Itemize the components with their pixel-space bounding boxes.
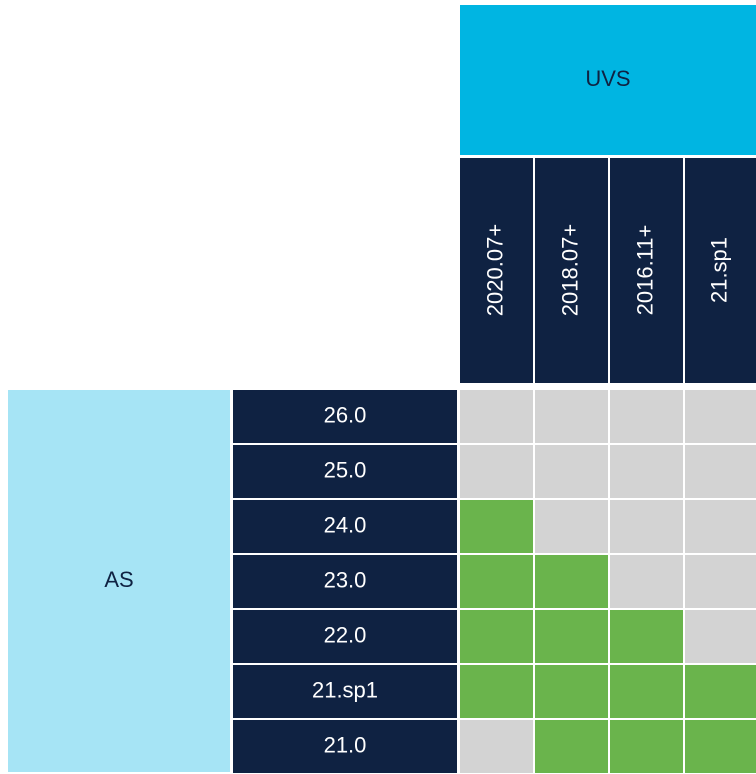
cell xyxy=(535,720,608,773)
cell xyxy=(685,390,756,443)
cell xyxy=(610,610,683,663)
cell xyxy=(460,500,533,553)
row-header-label: 21.0 xyxy=(324,732,367,757)
cell xyxy=(610,445,683,498)
cell xyxy=(685,500,756,553)
column-group xyxy=(460,5,756,155)
cell xyxy=(535,500,608,553)
row-header-label: 23.0 xyxy=(324,567,367,592)
row-header xyxy=(233,720,457,773)
cell xyxy=(460,665,533,718)
row-group xyxy=(8,390,230,772)
cell xyxy=(685,555,756,608)
row-header-label: 22.0 xyxy=(324,622,367,647)
row-header xyxy=(233,665,457,718)
column-header-label: 2016.11+ xyxy=(632,225,657,316)
column-group-label: UVS xyxy=(585,66,630,91)
cell xyxy=(685,720,756,773)
row-header xyxy=(233,555,457,608)
column-header xyxy=(460,158,533,383)
column-header-label: 21.sp1 xyxy=(706,237,731,303)
cell xyxy=(535,390,608,443)
column-header xyxy=(610,158,683,383)
cell xyxy=(610,720,683,773)
cell xyxy=(535,665,608,718)
row-header-label: 25.0 xyxy=(324,457,367,482)
row-header xyxy=(233,610,457,663)
cell xyxy=(685,665,756,718)
cell xyxy=(685,610,756,663)
row-header xyxy=(233,500,457,553)
cell xyxy=(460,555,533,608)
cell xyxy=(610,665,683,718)
row-header xyxy=(233,390,457,443)
row-group-label: AS xyxy=(104,567,133,592)
cell xyxy=(460,610,533,663)
cell xyxy=(460,390,533,443)
row-header xyxy=(233,445,457,498)
row-header-label: 24.0 xyxy=(324,512,367,537)
cell xyxy=(685,445,756,498)
cell xyxy=(610,390,683,443)
cell xyxy=(610,555,683,608)
cell xyxy=(535,555,608,608)
cell xyxy=(535,610,608,663)
cell xyxy=(610,500,683,553)
column-header xyxy=(535,158,608,383)
column-header-label: 2020.07+ xyxy=(482,224,507,316)
cell xyxy=(460,720,533,773)
cell xyxy=(460,445,533,498)
cell xyxy=(535,445,608,498)
row-header-label: 26.0 xyxy=(324,402,367,427)
column-header-label: 2018.07+ xyxy=(557,224,582,316)
column-header xyxy=(685,158,756,383)
row-header-label: 21.sp1 xyxy=(312,677,378,702)
